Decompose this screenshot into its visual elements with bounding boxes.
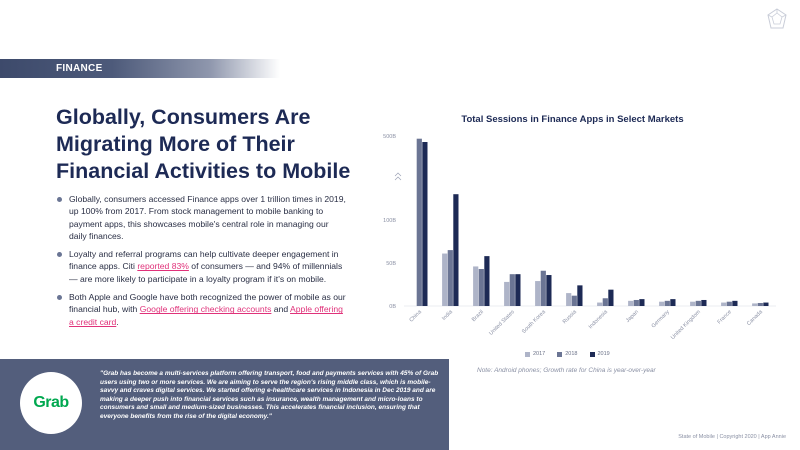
y-tick-label: 100B (383, 218, 396, 224)
app-annie-logo-icon (767, 8, 787, 29)
legend-item-2018: 2018 (557, 351, 578, 357)
bar-france-2019 (732, 300, 738, 306)
bar-canada-2019 (763, 302, 769, 306)
y-tick-label: 50B (386, 261, 396, 267)
bar-united-states-2019 (515, 274, 521, 306)
y-tick-label: 500B (383, 134, 396, 140)
section-header-bar: FINANCE (0, 59, 280, 78)
bullet-item: Globally, consumers accessed Finance app… (56, 193, 346, 242)
quote-panel: Grab "Grab has become a multi-services p… (0, 359, 449, 450)
y-tick-label: 0B (389, 304, 396, 310)
bar-canada-2018 (757, 302, 763, 306)
bar-united-kingdom-2017 (690, 301, 696, 306)
bar-france-2017 (721, 302, 727, 306)
bullet-text: of consumers — and 94% of millennials — … (69, 261, 343, 284)
finance-sessions-chart: Total Sessions in Finance Apps in Select… (360, 110, 785, 380)
x-tick-label: France (717, 309, 733, 325)
chart-plot: 0B 50B 100B 500B China India Brazil United Stat… (383, 134, 776, 341)
bullet-text: and (271, 304, 291, 315)
bar-united-states-2017 (504, 281, 510, 306)
section-label: FINANCE (56, 63, 103, 74)
bar-russia-2018 (571, 295, 577, 306)
footer-credit: State of Mobile | Copyright 2020 | App A… (678, 434, 786, 440)
bullet-item: Loyalty and referral programs can help c… (56, 248, 346, 285)
legend-label: 2019 (597, 351, 610, 357)
bar-canada-2017 (752, 303, 758, 306)
bullet-text: . (116, 316, 119, 327)
bar-indonesia-2017 (597, 302, 603, 306)
axis-break-mark (394, 172, 402, 177)
bar-south-korea-2019 (546, 275, 552, 306)
x-tick-label: China (409, 309, 424, 324)
legend-swatch (525, 351, 530, 357)
bar-germany-2019 (670, 299, 676, 306)
bar-china-2018 (416, 138, 422, 306)
quote-text: "Grab has become a multi-services platfo… (100, 370, 439, 420)
x-tick-label: United States (488, 309, 516, 337)
legend-swatch (557, 351, 563, 357)
bar-brazil-2017 (473, 266, 479, 306)
bar-united-states-2018 (509, 274, 515, 306)
x-tick-label: Japan (625, 309, 640, 324)
bar-japan-2019 (639, 299, 645, 306)
page-title: Globally, Consumers Are Migrating More o… (56, 105, 351, 183)
bar-united-kingdom-2019 (701, 299, 707, 306)
chart-note: Note: Android phones; Growth rate for Ch… (477, 367, 656, 374)
bar-india-2017 (442, 253, 448, 306)
x-tick-label: Indonesia (588, 309, 610, 331)
legend-item-2019: 2019 (589, 351, 610, 357)
bullet-text: Both Apple and Google have both recogniz… (69, 292, 346, 315)
bar-india-2019 (453, 194, 459, 306)
bar-germany-2017 (659, 301, 665, 306)
citi-report-link[interactable]: reported 83% (137, 261, 189, 272)
bullet-text: Loyalty and referral programs can help c… (69, 249, 339, 272)
bullet-text: Globally, consumers accessed Finance app… (69, 194, 346, 241)
bar-south-korea-2017 (535, 281, 541, 306)
bar-brazil-2018 (478, 269, 484, 306)
bar-indonesia-2018 (602, 298, 608, 306)
x-tick-label: Russia (562, 309, 579, 326)
bar-india-2018 (447, 250, 453, 306)
x-tick-label: Brazil (471, 309, 485, 323)
legend-label: 2017 (533, 351, 546, 357)
grab-logo-text: Grab (33, 394, 69, 411)
axis-break-mark (394, 176, 402, 181)
legend-item-2017: 2017 (525, 351, 545, 357)
bullet-list: Globally, consumers accessed Finance app… (56, 193, 346, 334)
chart-legend: 2017 2018 2019 (525, 351, 610, 357)
x-tick-label: South Korea (521, 309, 548, 336)
chart-title: Total Sessions in Finance Apps in Select… (461, 114, 684, 125)
bar-brazil-2019 (484, 256, 490, 306)
bar-south-korea-2018 (540, 270, 546, 306)
x-tick-label: United Kingdom (670, 309, 702, 341)
bullet-item: Both Apple and Google have both recogniz… (56, 291, 346, 328)
legend-swatch (589, 351, 595, 357)
x-tick-label: India (441, 309, 454, 322)
bar-russia-2019 (577, 285, 583, 306)
google-checking-link[interactable]: Google offering checking accounts (139, 304, 272, 315)
legend-label: 2018 (565, 351, 578, 357)
bar-indonesia-2019 (608, 289, 614, 306)
x-tick-label: Germany (651, 309, 671, 329)
bar-japan-2018 (633, 299, 639, 306)
bar-germany-2018 (664, 300, 670, 306)
bar-japan-2017 (628, 300, 634, 306)
bar-united-kingdom-2018 (695, 300, 701, 306)
bar-france-2018 (726, 301, 732, 306)
bar-china-2019 (422, 142, 428, 306)
bar-russia-2017 (566, 293, 572, 306)
x-tick-label: Canada (746, 309, 765, 328)
apple-credit-card-link[interactable]: Apple offering a credit card (69, 304, 343, 327)
grab-logo: Grab (20, 372, 82, 434)
